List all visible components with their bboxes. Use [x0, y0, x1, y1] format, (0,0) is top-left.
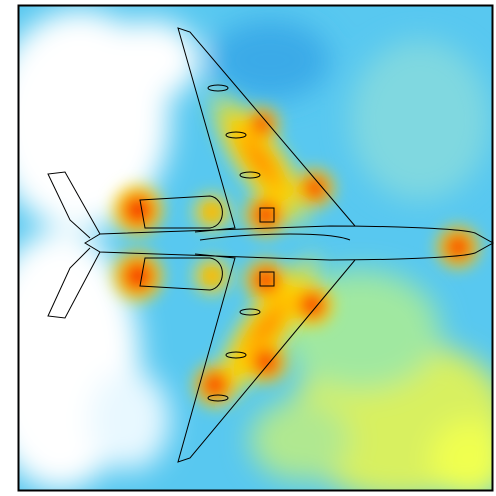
heatmap [0, 6, 496, 496]
acoustic-map [0, 0, 496, 496]
page: {} [0, 0, 496, 496]
